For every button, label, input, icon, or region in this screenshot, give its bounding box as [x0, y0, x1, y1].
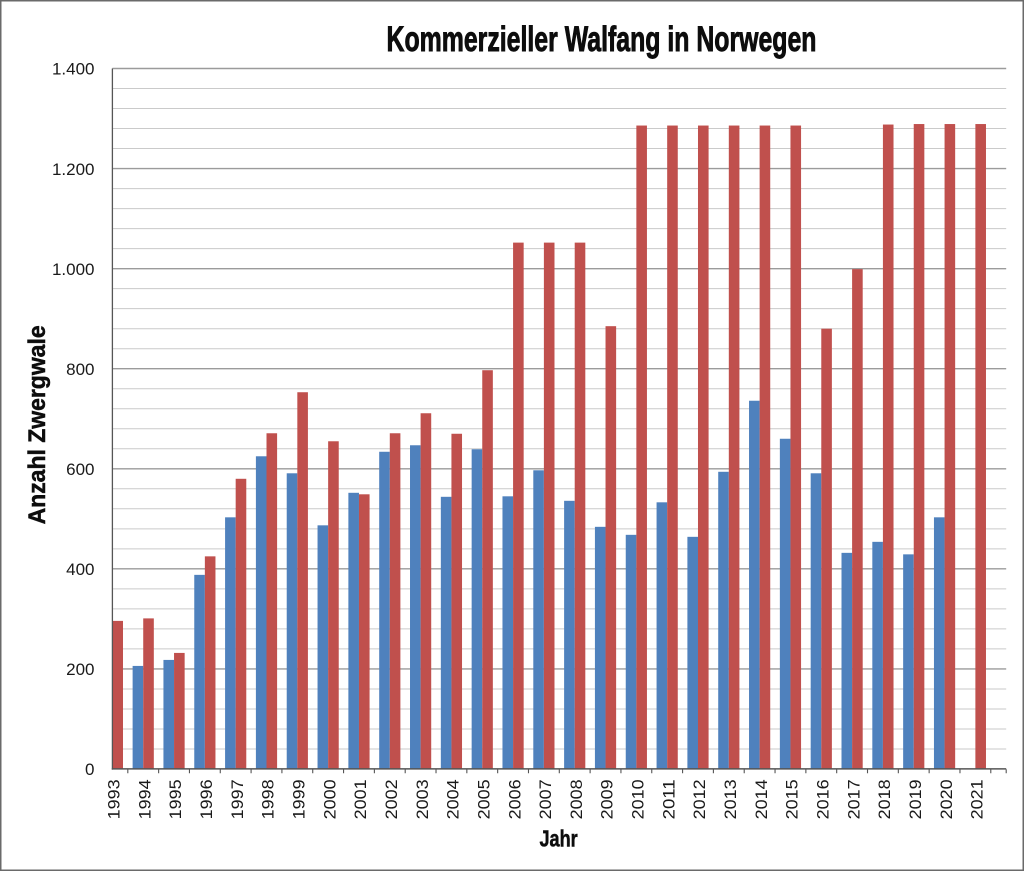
svg-text:2019: 2019 [906, 779, 925, 819]
svg-text:2006: 2006 [505, 779, 524, 819]
svg-text:1993: 1993 [105, 779, 124, 819]
svg-text:2011: 2011 [659, 779, 678, 819]
svg-text:2008: 2008 [567, 779, 586, 819]
svg-text:1995: 1995 [166, 779, 185, 819]
svg-text:1994: 1994 [135, 779, 154, 819]
svg-text:2020: 2020 [937, 779, 956, 819]
svg-text:400: 400 [66, 560, 94, 579]
svg-text:1.200: 1.200 [52, 160, 95, 179]
svg-text:2001: 2001 [351, 779, 370, 819]
svg-text:Anzahl Zwergwale: Anzahl Zwergwale [24, 325, 51, 524]
svg-text:2021: 2021 [968, 779, 987, 819]
svg-text:2009: 2009 [598, 779, 617, 819]
svg-text:2017: 2017 [844, 779, 863, 819]
svg-text:2005: 2005 [474, 779, 493, 819]
svg-text:1.400: 1.400 [52, 60, 95, 79]
svg-text:2007: 2007 [536, 779, 555, 819]
svg-text:2010: 2010 [629, 779, 648, 819]
svg-text:2002: 2002 [382, 779, 401, 819]
svg-text:2003: 2003 [413, 779, 432, 819]
svg-text:Kommerzieller Walfang in Norwe: Kommerzieller Walfang in Norwegen [387, 20, 817, 59]
svg-text:2018: 2018 [875, 779, 894, 819]
svg-text:Jahr: Jahr [539, 826, 577, 852]
svg-text:2014: 2014 [752, 779, 771, 819]
svg-text:800: 800 [66, 360, 94, 379]
svg-text:1.000: 1.000 [52, 260, 95, 279]
svg-text:1998: 1998 [259, 779, 278, 819]
svg-text:2016: 2016 [813, 779, 832, 819]
svg-text:0: 0 [85, 760, 94, 779]
svg-text:600: 600 [66, 460, 94, 479]
svg-text:2013: 2013 [721, 779, 740, 819]
svg-text:1997: 1997 [228, 779, 247, 819]
svg-text:2012: 2012 [690, 779, 709, 819]
svg-text:2000: 2000 [320, 779, 339, 819]
svg-text:2004: 2004 [444, 779, 463, 819]
svg-text:2015: 2015 [783, 779, 802, 819]
svg-text:1996: 1996 [197, 779, 216, 819]
svg-text:200: 200 [66, 660, 94, 679]
svg-text:1999: 1999 [290, 779, 309, 819]
